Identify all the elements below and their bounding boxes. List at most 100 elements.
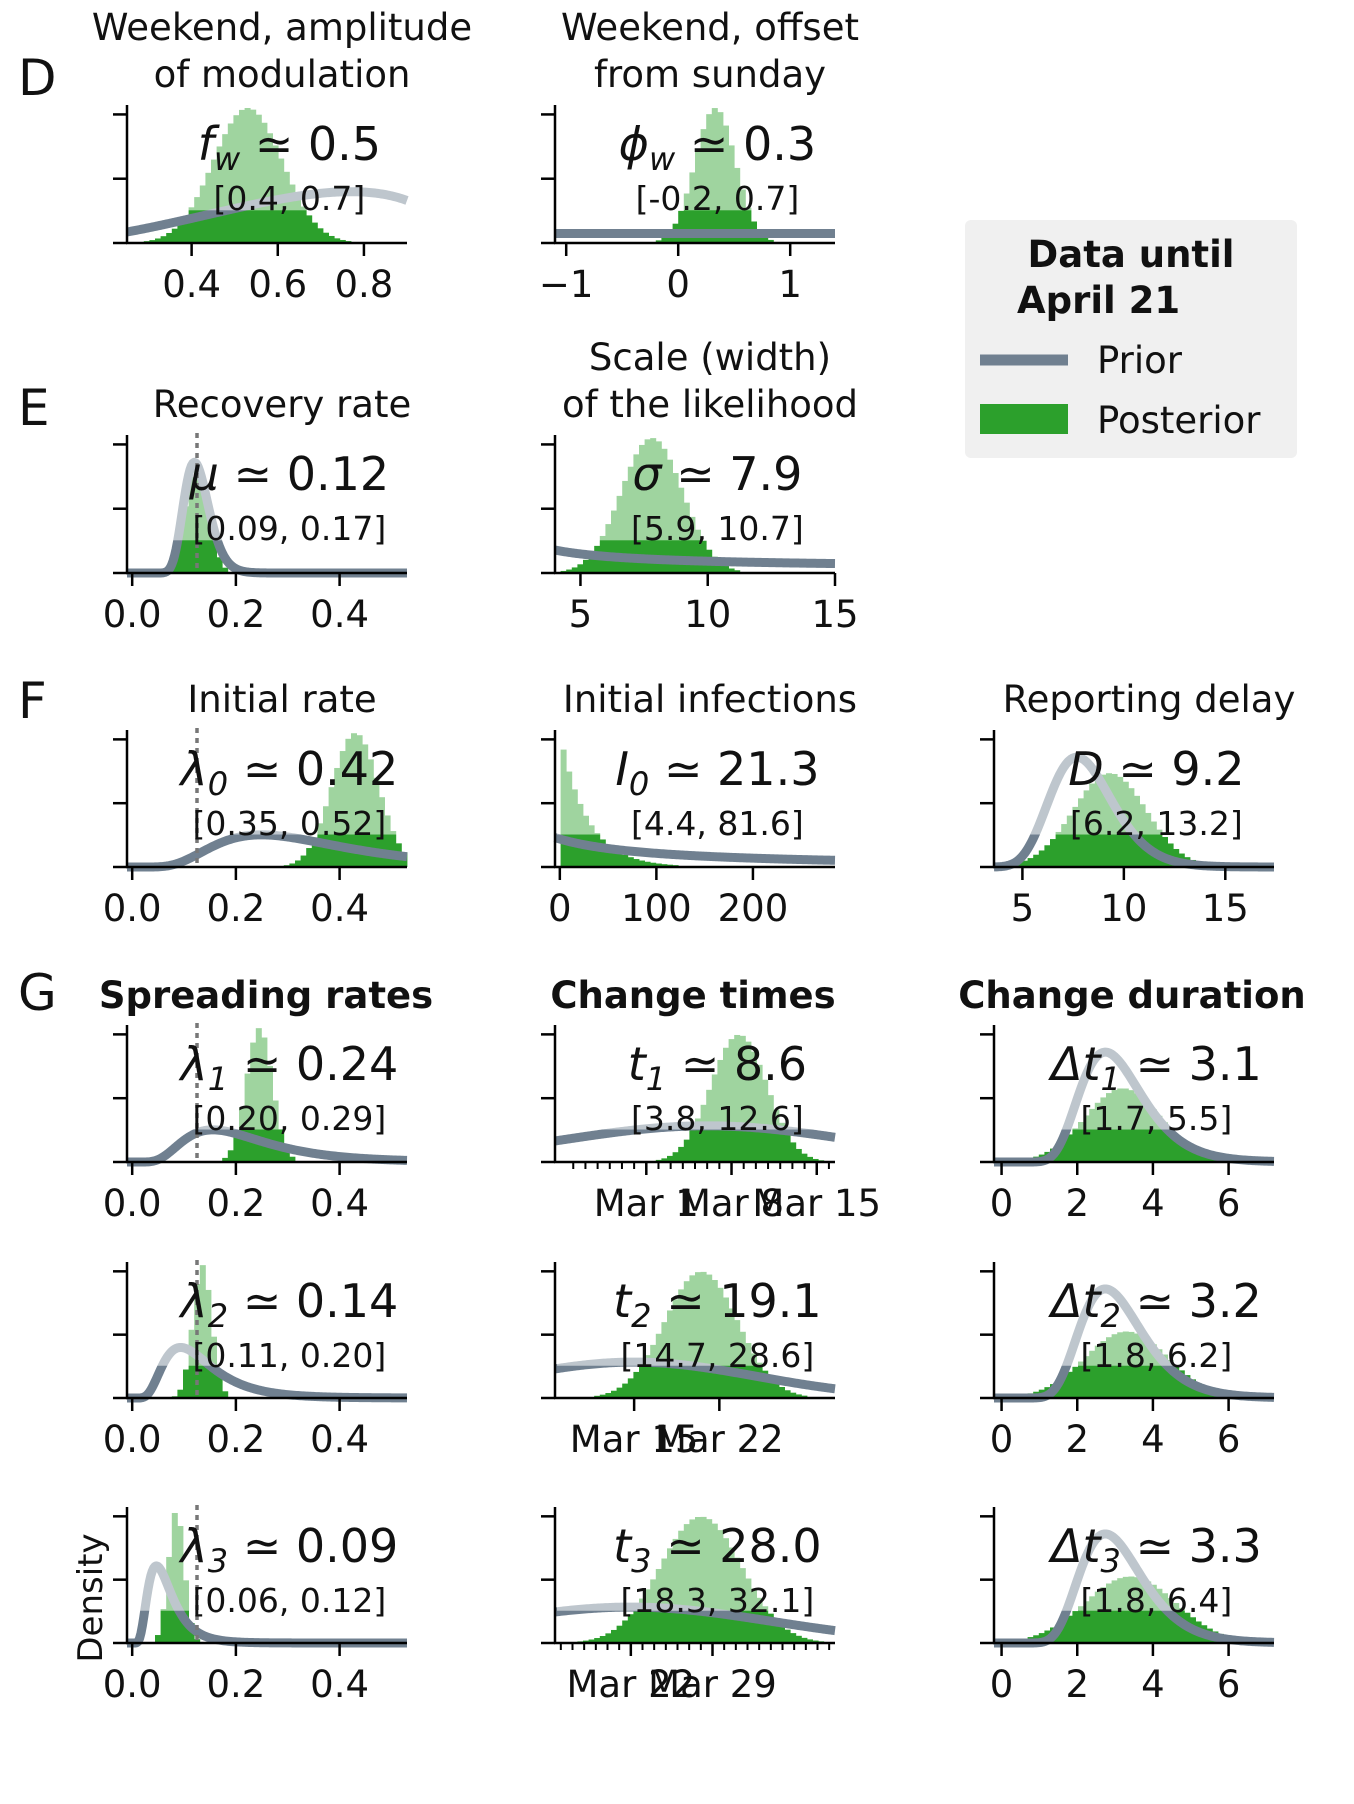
section-letter-f: F — [18, 672, 47, 730]
x-tick-label: 0.8 — [335, 263, 394, 306]
credible-interval: [1.8, 6.4] — [1081, 1581, 1233, 1620]
posterior-bar — [639, 1364, 645, 1398]
estimate-symbol: t — [613, 1519, 633, 1573]
estimate-subscript: 2 — [631, 1297, 651, 1335]
x-tick-label: 10 — [1100, 887, 1147, 930]
posterior-bar — [779, 1387, 785, 1398]
panel-veil — [129, 1507, 409, 1611]
posterior-bar — [784, 1629, 791, 1643]
posterior-bar — [1167, 843, 1174, 867]
panel-title: Scale (width) — [589, 336, 831, 379]
posterior-bar — [1190, 1148, 1196, 1162]
estimate-label: μ ≃ 0.12 — [189, 447, 390, 501]
posterior-bar — [1178, 1370, 1185, 1398]
panel-title: of the likelihood — [562, 383, 858, 426]
posterior-bar — [1055, 831, 1062, 867]
posterior-bar — [1134, 1333, 1140, 1398]
panel-veil — [557, 730, 837, 835]
posterior-bar — [1072, 1611, 1079, 1643]
estimate-label: λ3 ≃ 0.09 — [177, 1519, 398, 1580]
estimate-subscript: 2 — [1101, 1297, 1121, 1335]
posterior-bar — [1111, 1580, 1118, 1643]
panel-D: 5 10 15 Reporting delay D ≃ 9.2 [6.2, 13.2] — [980, 678, 1295, 930]
posterior-bar — [571, 567, 578, 573]
estimate-value: ≃ 28.0 — [651, 1519, 821, 1573]
posterior-bar — [155, 238, 161, 243]
posterior-bar — [678, 210, 685, 243]
legend-background — [965, 220, 1297, 458]
credible-interval: [0.35, 0.52] — [193, 804, 387, 843]
posterior-bar — [1167, 1128, 1174, 1162]
estimate-value: ≃ 3.1 — [1121, 1037, 1262, 1091]
credible-interval: [18.3, 32.1] — [621, 1581, 815, 1620]
posterior-bar — [1066, 1615, 1073, 1643]
posterior-bar — [1061, 1620, 1068, 1643]
posterior-bar — [633, 859, 640, 867]
posterior-bar — [616, 1387, 623, 1398]
panel-title: Weekend, offset — [561, 6, 859, 49]
posterior-bar — [605, 524, 612, 573]
panel-lambda3: 0.0 0.2 0.4λ3 ≃ 0.09[0.06, 0.12] — [103, 1505, 411, 1706]
posterior-bar — [216, 1373, 223, 1398]
posterior-bar — [1139, 804, 1146, 867]
posterior-bar — [683, 193, 690, 243]
estimate-value: ≃ 0.42 — [228, 742, 398, 796]
posterior-bar — [295, 196, 301, 243]
posterior-bar — [728, 568, 735, 573]
posterior-bar — [300, 206, 307, 243]
estimate-symbol: D — [1068, 742, 1103, 796]
posterior-bar — [672, 1152, 679, 1162]
legend-title-line1: Data until — [1028, 233, 1235, 276]
posterior-bar — [1150, 821, 1157, 867]
x-tick-label: 6 — [1217, 1663, 1241, 1706]
estimate-subscript: 3 — [208, 1542, 228, 1580]
posterior-bar — [183, 1369, 189, 1398]
posterior-bar — [588, 553, 595, 573]
posterior-bar — [1100, 1097, 1107, 1162]
x-tick-label: 0.0 — [103, 1663, 162, 1706]
posterior-bar — [1195, 1152, 1202, 1162]
posterior-bar — [779, 1625, 785, 1643]
legend-posterior-label: Posterior — [1097, 399, 1261, 442]
posterior-bar — [1145, 1581, 1152, 1643]
estimate-value: ≃ 19.1 — [651, 1274, 821, 1328]
posterior-bar — [790, 1142, 797, 1162]
credible-interval: [1.8, 6.2] — [1081, 1336, 1233, 1375]
x-tick-label: 0.4 — [310, 1182, 369, 1225]
posterior-bar — [171, 228, 178, 243]
estimate-subscript: 3 — [1101, 1542, 1121, 1580]
posterior-bar — [566, 569, 573, 573]
credible-interval: [-0.2, 0.7] — [636, 179, 800, 218]
estimate-value: ≃ 7.9 — [662, 447, 803, 501]
posterior-bar — [1089, 1350, 1096, 1398]
x-tick-label: 6 — [1217, 1182, 1241, 1225]
posterior-bar — [655, 240, 662, 243]
posterior-bar — [222, 1157, 229, 1162]
posterior-bar — [1111, 1334, 1118, 1398]
x-tick-label: 200 — [718, 887, 789, 930]
posterior-bar — [1066, 1371, 1073, 1398]
posterior-bar — [222, 1391, 229, 1398]
x-tick-label: 0.4 — [310, 887, 369, 930]
estimate-symbol: μ — [189, 447, 219, 501]
posterior-bar — [311, 222, 318, 243]
posterior-bar — [334, 238, 341, 243]
credible-interval: [3.8, 12.6] — [631, 1099, 804, 1138]
panel-title: Reporting delay — [1003, 678, 1296, 721]
x-tick-label: −1 — [539, 263, 594, 306]
estimate-value: ≃ 3.2 — [1121, 1274, 1262, 1328]
x-tick-label: Mar 15 — [752, 1182, 881, 1225]
estimate-label: Δt3 ≃ 3.3 — [1048, 1519, 1262, 1580]
posterior-bar — [611, 1629, 617, 1643]
estimate-label: fw ≃ 0.5 — [198, 117, 381, 178]
estimate-subscript: 1 — [1101, 1060, 1121, 1098]
posterior-bar — [1089, 1108, 1096, 1162]
estimate-symbol: λ — [177, 1519, 207, 1573]
posterior-bar — [734, 570, 741, 573]
estimate-symbol: λ — [177, 1037, 207, 1091]
x-tick-label: 100 — [621, 887, 692, 930]
x-tick-label: 5 — [569, 593, 593, 636]
